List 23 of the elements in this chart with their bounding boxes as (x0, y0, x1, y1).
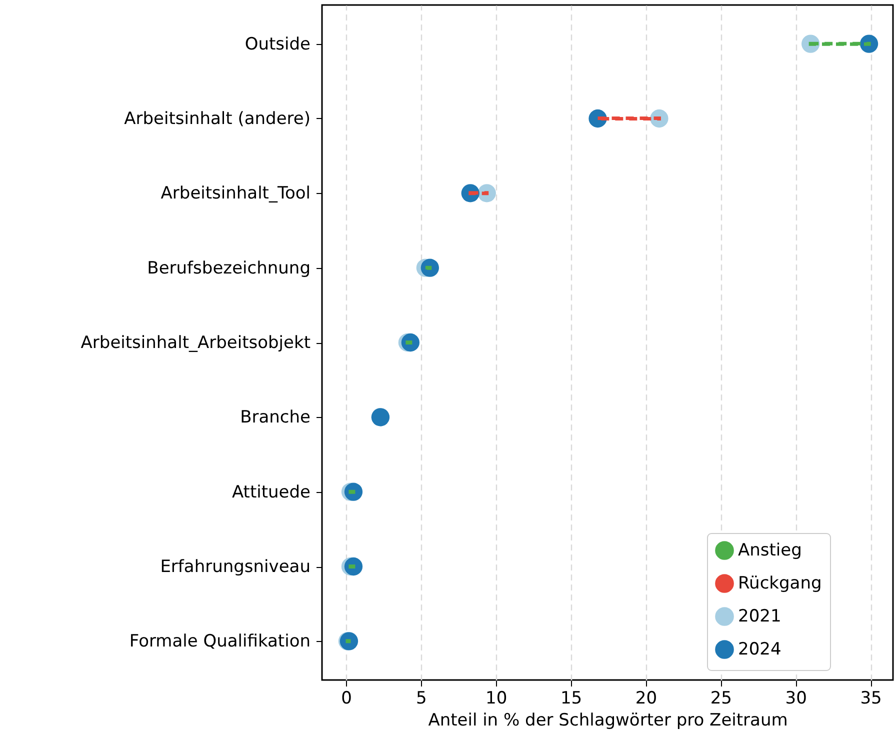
y-tick-label: Arbeitsinhalt_Arbeitsobjekt (80, 333, 311, 353)
point (420, 258, 439, 277)
legend-label: Rückgang (738, 574, 822, 594)
x-tick-label: 15 (560, 688, 582, 708)
x-tick-label: 30 (785, 688, 807, 708)
legend-label: Anstieg (738, 540, 802, 560)
legend-label: 2021 (738, 606, 782, 626)
legend-label: 2024 (738, 640, 782, 660)
y-tick-label: Arbeitsinhalt_Tool (160, 184, 310, 204)
y-tick-label: Arbeitsinhalt (andere) (124, 108, 310, 129)
y-tick-label: Branche (240, 408, 310, 428)
x-tick-label: 5 (416, 688, 427, 708)
y-tick-label: Outside (244, 34, 310, 54)
x-axis-title: Anteil in % der Schlagwörter pro Zeitraum (428, 710, 788, 730)
x-tick-label: 35 (860, 688, 882, 708)
x-tick-label: 25 (710, 688, 732, 708)
x-tick-label: 20 (635, 688, 658, 708)
y-tick-label: Berufsbezeichnung (147, 258, 310, 278)
x-tick-label: 10 (486, 688, 508, 708)
y-tick-label: Erfahrungsniveau (160, 557, 310, 578)
y-tick-label: Formale Qualifikation (129, 632, 310, 652)
y-tick-label: Attituede (232, 482, 310, 502)
x-tick-label: 0 (341, 688, 352, 708)
